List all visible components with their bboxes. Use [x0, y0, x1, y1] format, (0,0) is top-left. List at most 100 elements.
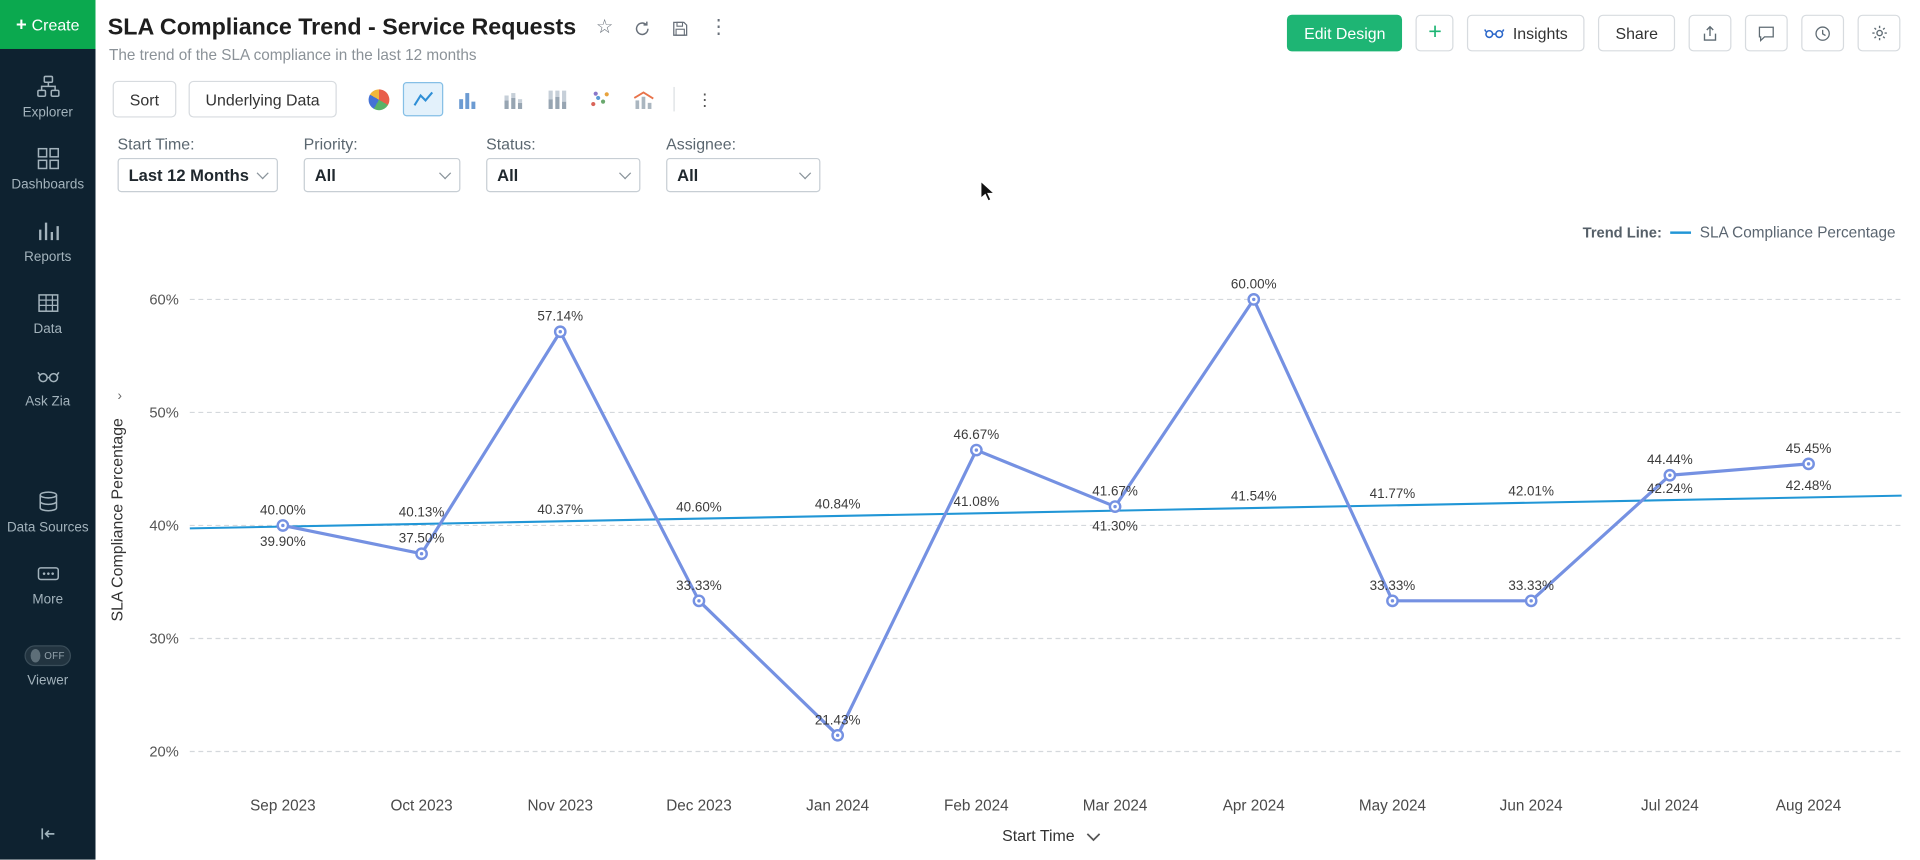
x-tick-label: Aug 2024 [1776, 798, 1842, 815]
filter-assignee: Assignee: All [666, 134, 821, 193]
filter-label: Start Time: [117, 134, 195, 154]
trend-chart[interactable]: 20% 30% 40% 50% 60% Sep 2023 Oct 2023 Nov 2023 D… [96, 212, 1920, 857]
header-actions: Edit Design + Insights Share [1286, 14, 1901, 52]
underlying-data-button[interactable]: Underlying Data [188, 80, 337, 118]
x-tick-label: Jan 2024 [806, 798, 869, 815]
collapse-arrow-icon [41, 828, 55, 840]
data-point-label: 33.33% [1370, 578, 1416, 593]
chart-area: Trend Line: SLA Compliance Percentage 20… [96, 212, 1920, 857]
edit-design-button[interactable]: Edit Design [1286, 14, 1403, 52]
create-button[interactable]: + Create [0, 0, 96, 49]
data-point-label: 40.00% [260, 502, 306, 517]
viewer-block: OFF Viewer [0, 645, 96, 688]
trend-point-label: 42.48% [1786, 478, 1832, 493]
page-title: SLA Compliance Trend - Service Requests [107, 14, 577, 41]
insights-button[interactable]: Insights [1467, 14, 1585, 52]
chart-legend: Trend Line: SLA Compliance Percentage [1583, 224, 1896, 241]
trend-point-label: 41.30% [1092, 518, 1138, 533]
trend-line[interactable] [189, 494, 1902, 530]
data-point-label: 33.33% [676, 578, 722, 593]
sidebar-item-label: Reports [24, 249, 72, 265]
x-tick-label: Jun 2024 [1500, 798, 1563, 815]
data-icon [37, 294, 58, 312]
sidebar-item-more[interactable]: More [0, 549, 96, 621]
y-axis-title: SLA Compliance Percentage [109, 418, 126, 622]
series-line[interactable] [281, 297, 1811, 737]
full-stacked-bar-icon[interactable] [535, 82, 575, 116]
more-chart-types-icon[interactable]: ⋮ [685, 82, 725, 116]
filter-label: Priority: [303, 134, 358, 154]
toggle-knob-icon [30, 648, 41, 663]
filter-status: Status: All [486, 135, 641, 193]
x-tick-label: Nov 2023 [528, 798, 593, 815]
kebab-menu-icon[interactable]: ⋮ [708, 17, 729, 38]
sidebar-item-ask-zia[interactable]: Ask Zia [0, 350, 96, 422]
sidebar: + Create Explorer Dash [0, 0, 96, 860]
assignee-select[interactable]: All [666, 157, 821, 193]
chart-type-strip: ⋮ [359, 82, 725, 117]
plus-icon: + [16, 14, 27, 35]
report-subtitle: The trend of the SLA compliance in the l… [108, 46, 477, 64]
x-axis-chevron-icon[interactable] [1086, 833, 1101, 842]
start-time-select[interactable]: Last 12 Months [117, 157, 278, 193]
combo-chart-icon[interactable] [623, 82, 663, 116]
chevron-down-icon [799, 166, 812, 179]
y-tick-label: 60% [149, 292, 178, 308]
refresh-icon[interactable] [633, 19, 651, 37]
sidebar-item-label: Data [33, 322, 62, 337]
x-axis-title[interactable]: Start Time [1002, 828, 1075, 845]
trend-point-label: 41.54% [1231, 489, 1277, 504]
sidebar-item-explorer[interactable]: Explorer [0, 61, 96, 133]
status-select[interactable]: All [486, 157, 641, 193]
legend-title: Trend Line: [1582, 224, 1662, 242]
scatter-plot-icon[interactable] [579, 82, 619, 116]
sidebar-item-label: Ask Zia [25, 394, 71, 409]
export-icon[interactable] [1688, 14, 1732, 52]
sidebar-spacer [0, 422, 96, 476]
x-tick-label: Dec 2023 [666, 798, 731, 815]
bar-chart-icon[interactable] [447, 82, 487, 116]
priority-select[interactable]: All [303, 157, 461, 193]
data-point-label: 41.67% [1092, 484, 1138, 499]
legend-line-swatch [1670, 231, 1692, 234]
save-icon[interactable] [671, 19, 689, 37]
trend-point-label: 40.60% [676, 499, 722, 514]
chevron-down-icon [439, 166, 452, 179]
toolbar-divider [673, 86, 675, 112]
y-axis-expander-icon[interactable]: › [118, 388, 122, 403]
chart-toolbar: Sort Underlying Data [112, 80, 1920, 118]
collapse-sidebar-button[interactable] [0, 823, 96, 845]
pie-chart-icon[interactable] [359, 82, 399, 116]
trend-point-label: 39.90% [260, 534, 306, 549]
legend-series-label[interactable]: SLA Compliance Percentage [1699, 224, 1896, 242]
sidebar-item-data[interactable]: Data [0, 278, 96, 350]
viewer-toggle[interactable]: OFF [24, 645, 72, 667]
x-tick-label: Oct 2023 [391, 798, 453, 815]
trend-point-label: 40.84% [815, 497, 861, 512]
settings-gear-icon[interactable] [1857, 14, 1901, 52]
data-sources-icon [38, 491, 57, 512]
sidebar-item-label: Explorer [22, 105, 73, 121]
create-label: Create [31, 15, 80, 34]
line-chart-icon[interactable] [402, 82, 444, 117]
add-button[interactable]: + [1416, 14, 1455, 52]
insights-label: Insights [1512, 23, 1568, 43]
comment-icon[interactable] [1744, 14, 1788, 52]
sort-button[interactable]: Sort [112, 80, 177, 118]
history-icon[interactable] [1801, 14, 1845, 52]
x-tick-label: Sep 2023 [250, 798, 315, 815]
explorer-icon [36, 75, 59, 97]
stacked-bar-icon[interactable] [491, 82, 531, 116]
filter-bar: Start Time: Last 12 Months Priority: All… [117, 134, 1920, 193]
sidebar-item-dashboards[interactable]: Dashboards [0, 133, 96, 205]
reports-icon [38, 222, 59, 241]
filter-label: Assignee: [666, 134, 737, 154]
share-button[interactable]: Share [1598, 14, 1676, 52]
sidebar-item-label: Data Sources [6, 520, 89, 536]
sidebar-item-label: More [32, 592, 64, 608]
sidebar-item-data-sources[interactable]: Data Sources [0, 476, 96, 548]
sidebar-item-reports[interactable]: Reports [0, 206, 96, 278]
data-point-label: 46.67% [954, 427, 1000, 442]
favorite-star-icon[interactable]: ☆ [595, 17, 614, 38]
y-tick-label: 40% [149, 518, 178, 534]
